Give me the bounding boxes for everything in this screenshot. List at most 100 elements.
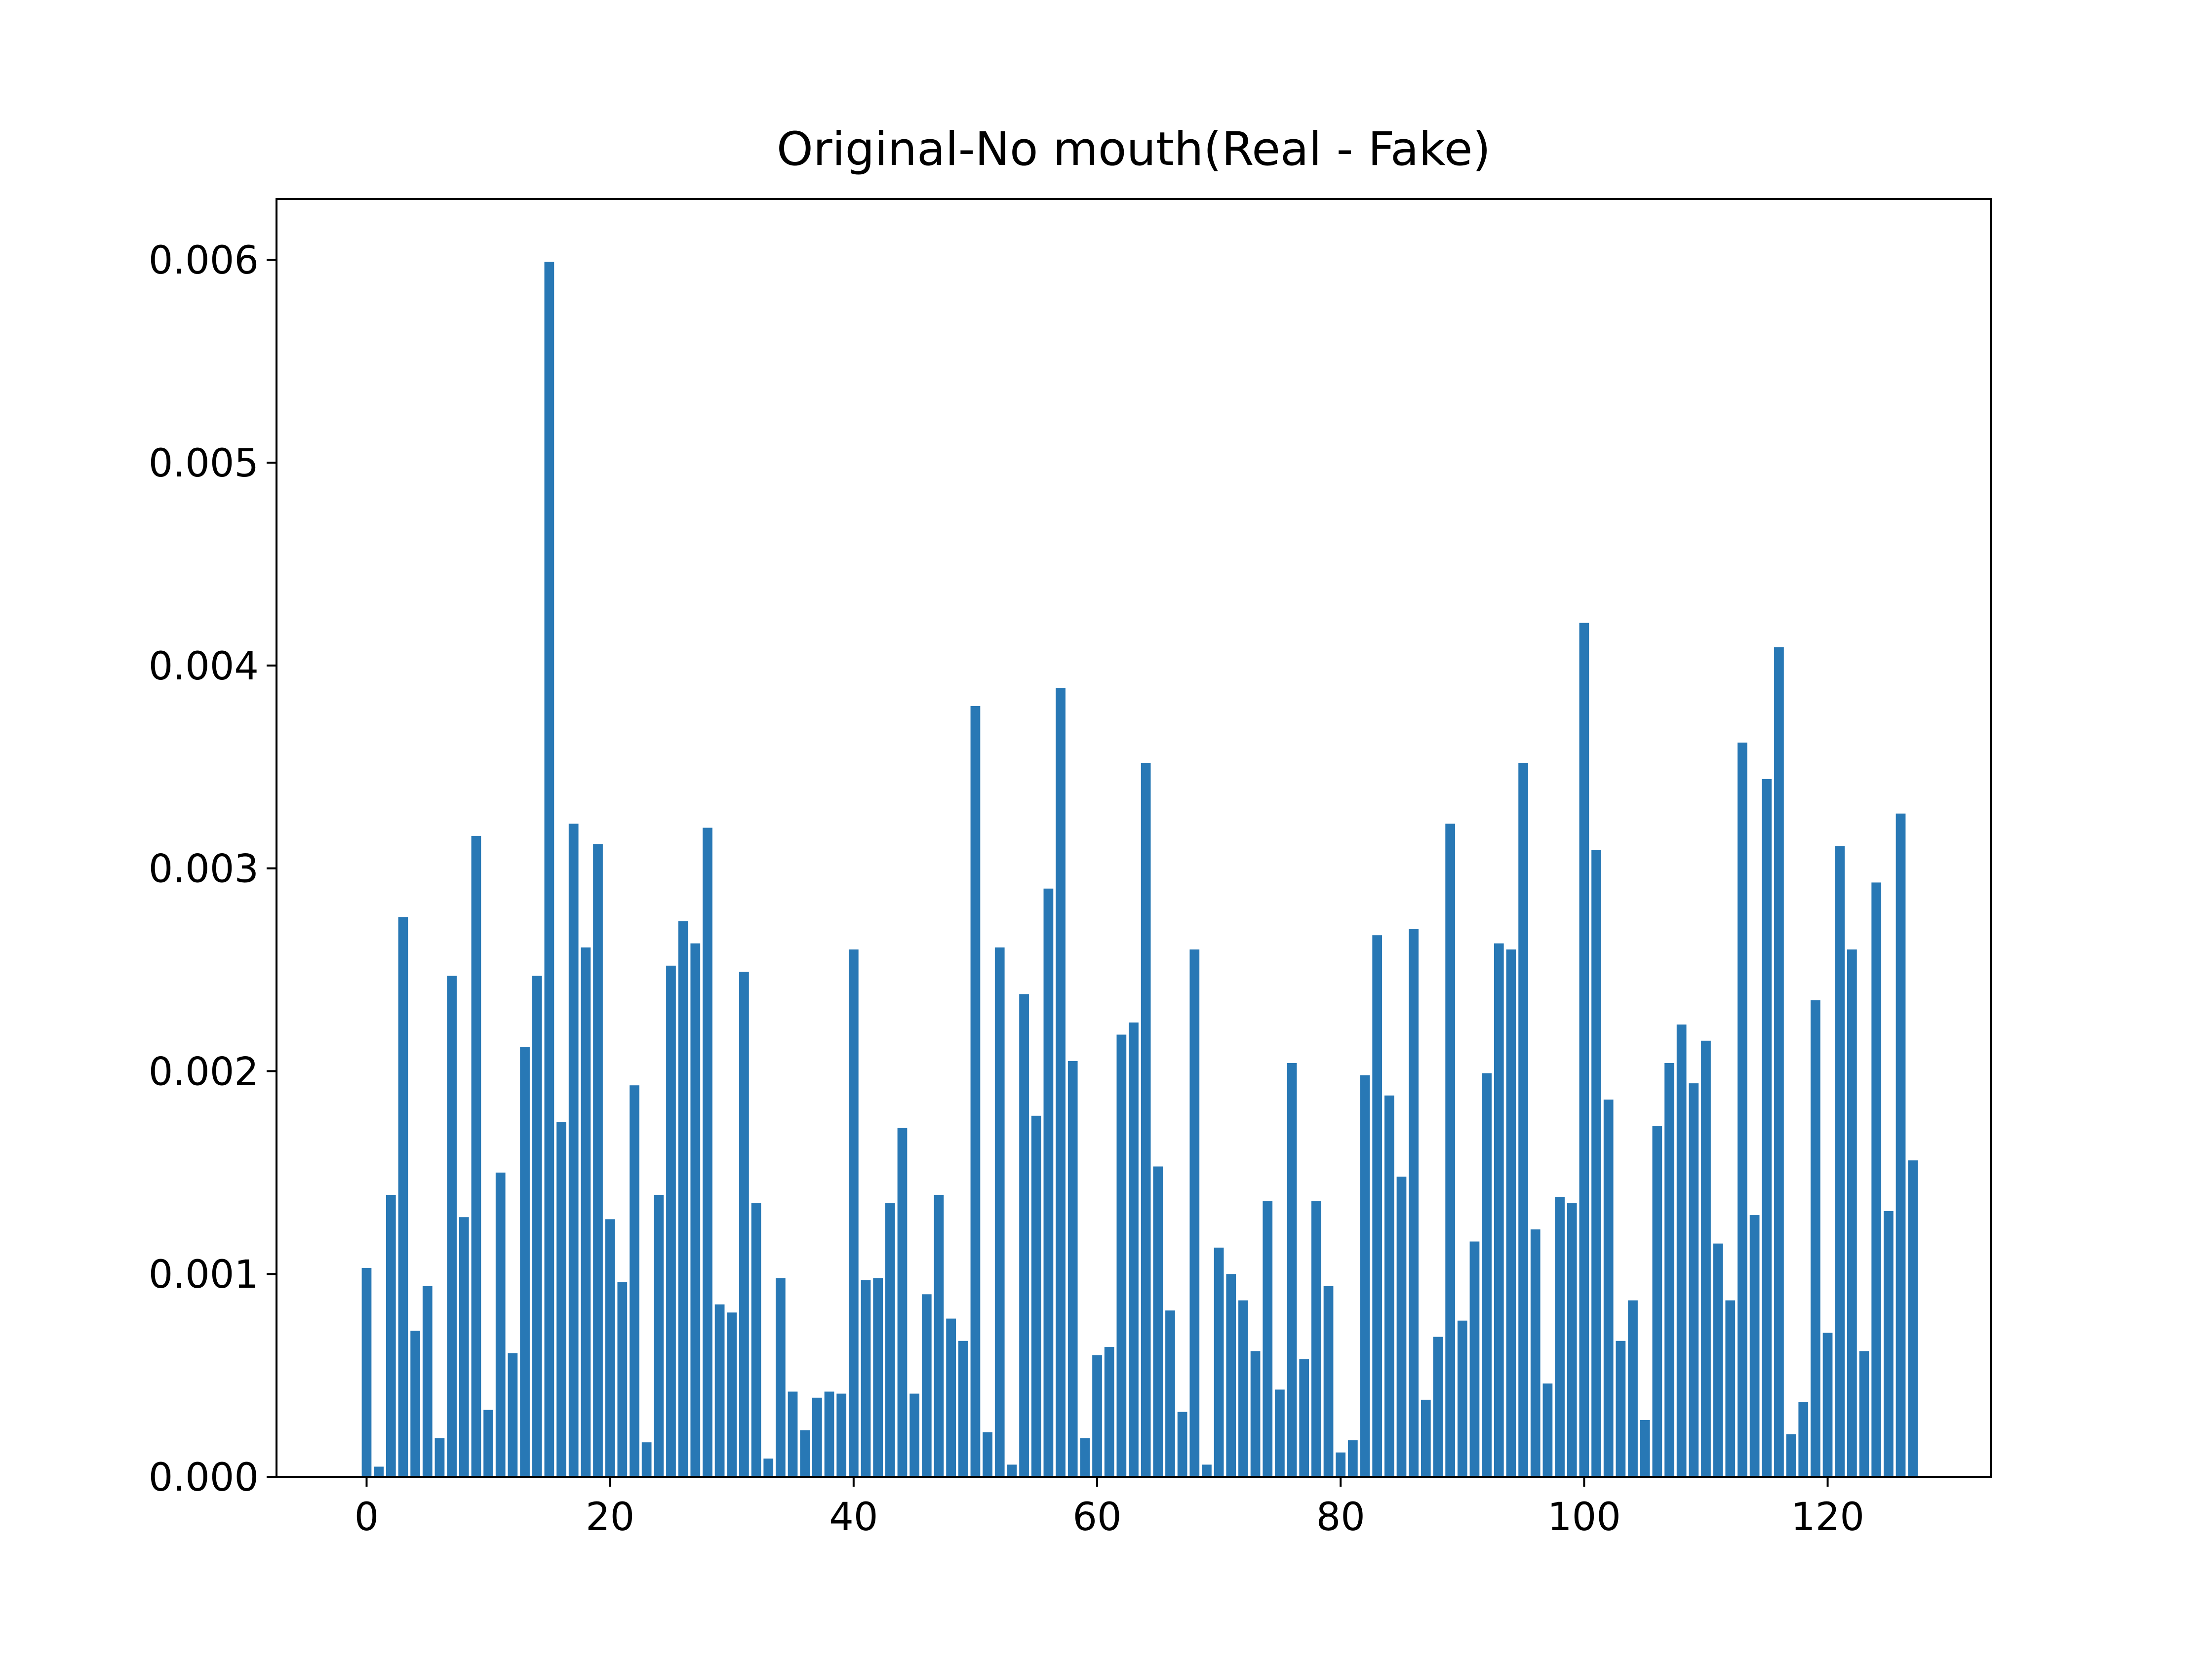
bar-101 [1591,850,1601,1477]
y-tick-label-5: 0.005 [149,441,259,486]
bar-54 [1019,994,1029,1477]
bar-113 [1738,742,1747,1477]
bar-20 [605,1219,615,1477]
bar-114 [1749,1215,1760,1477]
bar-45 [909,1393,919,1477]
bar-32 [751,1203,761,1477]
plot-frame [276,198,1992,1478]
bar-52 [994,947,1005,1477]
bar-62 [1116,1034,1127,1477]
bar-61 [1104,1347,1114,1477]
bar-25 [666,965,676,1477]
bar-72 [1238,1300,1248,1477]
bar-44 [897,1128,908,1477]
bar-55 [1031,1115,1041,1477]
y-tick-label-3: 0.003 [149,847,259,892]
bar-48 [946,1318,956,1477]
bar-58 [1067,1061,1078,1477]
bar-91 [1469,1241,1480,1477]
y-tick-label-1: 0.001 [149,1253,259,1297]
bar-8 [459,1217,469,1477]
bar-119 [1811,1000,1820,1477]
bar-99 [1567,1203,1577,1477]
bar-98 [1555,1197,1565,1477]
bar-35 [788,1391,798,1477]
bar-38 [824,1391,834,1477]
bar-10 [483,1410,493,1477]
bar-12 [508,1353,518,1477]
bar-111 [1713,1243,1723,1477]
bar-78 [1311,1201,1321,1477]
bar-84 [1384,1095,1394,1477]
bar-105 [1640,1420,1650,1477]
bar-118 [1798,1402,1809,1477]
bar-75 [1275,1389,1285,1477]
bar-122 [1847,949,1857,1477]
bar-123 [1859,1351,1869,1477]
bar-5 [422,1286,433,1477]
bar-104 [1628,1300,1638,1477]
bar-120 [1822,1333,1833,1477]
bar-102 [1603,1099,1614,1477]
bar-28 [703,828,712,1477]
bar-100 [1579,623,1589,1477]
bar-13 [520,1047,530,1477]
bar-30 [727,1312,737,1477]
x-tick-label-20: 20 [586,1495,634,1540]
bar-86 [1409,929,1419,1477]
bar-96 [1530,1229,1540,1477]
bar-50 [970,706,981,1477]
bar-60 [1092,1355,1102,1477]
bar-21 [617,1282,628,1477]
bar-57 [1056,688,1066,1477]
bar-110 [1701,1040,1711,1477]
bar-87 [1421,1399,1431,1477]
bar-24 [654,1195,664,1477]
bar-18 [581,947,591,1477]
bar-73 [1250,1351,1261,1477]
bar-0 [361,1267,372,1477]
bar-115 [1762,779,1772,1477]
bar-9 [471,835,481,1477]
bar-31 [739,972,749,1477]
bar-67 [1177,1412,1187,1477]
bar-80 [1336,1452,1346,1477]
y-tick-label-4: 0.004 [149,644,259,689]
bar-93 [1494,943,1504,1477]
bar-33 [763,1459,774,1477]
x-tick-label-80: 80 [1316,1495,1365,1540]
bar-82 [1360,1075,1370,1477]
bar-1 [374,1466,384,1477]
bar-77 [1299,1359,1309,1477]
bar-70 [1214,1247,1224,1477]
x-tick-label-40: 40 [829,1495,878,1540]
bar-56 [1043,888,1054,1477]
bar-112 [1725,1300,1736,1477]
bar-79 [1323,1286,1334,1477]
bar-43 [885,1203,895,1477]
bar-92 [1482,1073,1492,1477]
bars-group [361,262,1918,1477]
x-tick-label-100: 100 [1547,1495,1621,1540]
bar-3 [398,917,408,1477]
bar-66 [1165,1310,1175,1477]
bar-19 [593,844,603,1477]
bar-68 [1189,949,1200,1477]
bar-27 [690,943,701,1477]
y-axis-ticks: 0.000 0.001 0.002 0.003 0.004 0.005 0.006 [149,238,276,1500]
bar-51 [983,1432,992,1477]
bar-22 [630,1085,639,1477]
bar-59 [1080,1438,1090,1477]
bar-85 [1396,1177,1407,1477]
bar-117 [1786,1434,1796,1477]
bar-17 [568,824,579,1477]
bar-103 [1616,1341,1626,1477]
bar-94 [1506,949,1516,1477]
bar-81 [1348,1440,1358,1477]
bar-6 [434,1438,445,1477]
bar-127 [1908,1160,1918,1477]
bar-11 [495,1172,506,1477]
x-tick-label-60: 60 [1072,1495,1121,1540]
bar-16 [556,1122,566,1477]
bar-64 [1141,763,1151,1477]
